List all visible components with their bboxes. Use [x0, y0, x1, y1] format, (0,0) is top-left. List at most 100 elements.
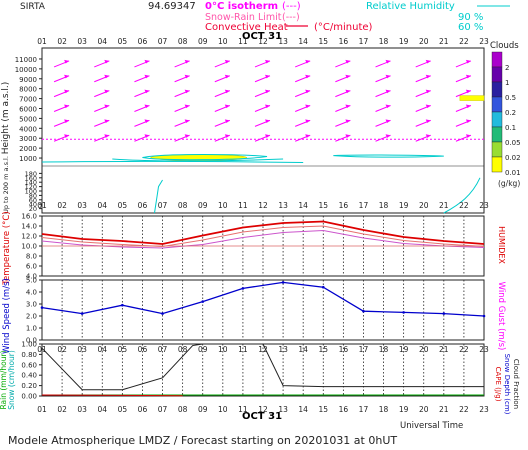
altitude-tick-label: 11000: [15, 56, 37, 64]
wind-arrow-head: [64, 89, 70, 94]
wind-arrow-head: [305, 104, 311, 109]
universal-time-label: Universal Time: [400, 421, 463, 431]
wind-arrow-head: [144, 104, 150, 109]
wind-arrow-head: [345, 104, 351, 109]
hour-tick-label: 05: [118, 201, 128, 210]
wind-point: [40, 306, 44, 309]
lower-altitude-tick-label: 80: [29, 192, 37, 200]
hour-tick-label: 17: [359, 37, 369, 46]
lower-altitude-tick-label: 160: [25, 174, 37, 182]
wind-arrow-head: [224, 89, 230, 94]
wind-arrow-head: [305, 74, 311, 79]
wind-arrow-head: [265, 59, 270, 64]
legend-isotherm-symbol: (---): [282, 1, 301, 12]
legend-convective: Convective Heat: [205, 22, 288, 33]
precipitation-tick-label: 0.20: [21, 382, 37, 390]
wind-arrow-head: [465, 89, 471, 94]
hour-tick-label: 22: [459, 37, 469, 46]
hour-tick-label: 19: [399, 345, 409, 354]
hour-tick-label: 21: [439, 201, 449, 210]
hour-tick-label: 17: [359, 345, 369, 354]
hour-tick-label: 05: [118, 37, 128, 46]
hour-tick-label: 13: [278, 405, 288, 414]
hour-tick-label: 05: [118, 405, 128, 414]
hour-tick-label: 20: [419, 201, 429, 210]
wind-arrow-head: [184, 134, 190, 138]
hour-tick-label: 07: [158, 345, 168, 354]
clouds-legend-level: 0.05: [505, 139, 521, 147]
wind-arrow-head: [425, 134, 431, 138]
wind-arrow-head: [305, 89, 311, 94]
altitude-tick-label: 8000: [19, 86, 37, 94]
hour-tick-label: 16: [339, 345, 349, 354]
clouds-legend-swatch: [491, 51, 503, 68]
hour-tick-label: 11: [238, 345, 248, 354]
wind-arrow-head: [465, 74, 471, 79]
wind-point: [321, 285, 325, 289]
date-label-footer: OCT 31: [242, 411, 282, 422]
wind-arrow-head: [425, 119, 431, 123]
temperature-series-line: [41, 225, 485, 248]
wind-arrow-head: [144, 134, 150, 138]
wind-arrow-head: [104, 74, 110, 79]
hour-tick-label: 14: [298, 37, 308, 46]
hour-tick-label: 15: [318, 405, 328, 414]
rh-contour: [142, 153, 268, 161]
altitude-tick-label: 7000: [19, 96, 37, 104]
precipitation-tick-label: 0.60: [21, 361, 37, 369]
wind-arrow-head: [144, 119, 150, 123]
hour-tick-label: 09: [198, 405, 208, 414]
hour-tick-label: 12: [258, 201, 268, 210]
hour-tick-label: 20: [419, 37, 429, 46]
hour-tick-label: 06: [138, 201, 148, 210]
wind-gust-axis-label: Wind Gust (m/s): [496, 282, 506, 351]
hour-tick-rows: 01 02 03 04 05 06 07 08 09 10 11 12 13 14 15 16 17 18 19 20…: [37, 37, 489, 414]
hour-tick-label: 01: [37, 37, 47, 46]
hour-tick-label: 15: [318, 201, 328, 210]
wind-arrow-head: [224, 74, 230, 79]
hour-tick-label: 02: [57, 201, 67, 210]
hour-tick-label: 21: [439, 345, 449, 354]
clouds-legend-title: Clouds: [490, 41, 519, 51]
wind-series-line: [41, 281, 485, 317]
wind-arrow-head: [265, 104, 270, 109]
hour-tick-label: 06: [138, 37, 148, 46]
temperature-tick-label: 8.0: [26, 253, 37, 261]
hour-tick-label: 17: [359, 405, 369, 414]
hour-tick-label: 10: [218, 37, 228, 46]
wind-point: [121, 303, 124, 307]
altitude-tick-label: 3000: [19, 135, 37, 143]
height-axis-label: Height (m a.s.l.): [1, 82, 11, 155]
hour-tick-label: 10: [218, 405, 228, 414]
wind-arrow-head: [104, 134, 110, 138]
hour-tick-label: 22: [459, 405, 469, 414]
wind-point: [362, 309, 365, 313]
hour-tick-label: 14: [298, 405, 308, 414]
cape-axis-label: CAPE (J/g): [494, 367, 502, 402]
hour-tick-label: 12: [258, 405, 268, 414]
hour-tick-label: 19: [399, 37, 409, 46]
lower-altitude-tick-label: 140: [25, 179, 37, 187]
wind-arrow-head: [345, 134, 351, 138]
wind-arrow-head: [305, 134, 311, 138]
hour-tick-label: 04: [97, 201, 107, 210]
clouds-legend-swatch: [491, 126, 503, 143]
temperature-tick-label: 12.0: [21, 233, 37, 241]
hour-tick-label: 05: [118, 345, 128, 354]
humidex-axis-label: HUMIDEX: [497, 226, 506, 264]
hour-tick-label: 11: [238, 201, 248, 210]
legend-rh-90: 90 %: [458, 12, 483, 23]
hour-tick-label: 14: [298, 345, 308, 354]
clouds-legend-swatch: [491, 156, 503, 173]
hour-tick-label: 20: [419, 345, 429, 354]
hour-tick-label: 18: [379, 201, 389, 210]
hour-tick-label: 08: [178, 37, 188, 46]
hour-tick-label: 08: [178, 405, 188, 414]
wind-frame: [41, 279, 485, 341]
hour-tick-label: 16: [339, 405, 349, 414]
hour-tick-label: 04: [97, 405, 107, 414]
wind-arrow-head: [224, 59, 230, 64]
clouds-legend-level: 2: [505, 64, 509, 72]
wind-arrow-head: [184, 59, 190, 64]
clouds-legend-swatch: [491, 96, 503, 113]
